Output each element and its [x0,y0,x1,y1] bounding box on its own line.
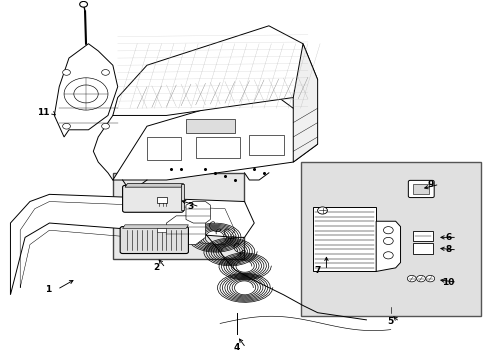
Bar [412,184,428,194]
Text: 11: 11 [37,108,50,117]
Bar [195,137,239,158]
Circle shape [383,252,392,259]
Circle shape [416,275,425,282]
Circle shape [62,69,70,75]
Bar [185,119,234,134]
Circle shape [74,85,98,103]
Polygon shape [166,216,205,244]
Text: 5: 5 [387,317,393,326]
Text: 10: 10 [441,278,453,287]
Circle shape [317,207,327,214]
Bar [249,135,283,155]
Bar [412,231,432,241]
Bar [312,207,375,271]
Circle shape [102,123,109,129]
Circle shape [383,226,392,234]
Bar [147,137,181,160]
Text: 2: 2 [153,264,160,273]
Circle shape [425,275,434,282]
Polygon shape [54,44,118,137]
Bar [157,197,167,203]
Polygon shape [122,225,188,228]
FancyBboxPatch shape [120,226,188,253]
Text: 9: 9 [427,180,433,189]
Polygon shape [293,44,317,162]
Text: 8: 8 [444,246,450,255]
Polygon shape [113,90,317,180]
Text: 7: 7 [314,266,320,275]
Polygon shape [185,202,210,223]
Bar [412,243,432,253]
Circle shape [80,1,87,7]
Circle shape [407,275,415,282]
Circle shape [383,237,392,244]
Bar [113,173,244,259]
FancyBboxPatch shape [122,185,183,212]
Polygon shape [113,26,317,116]
Polygon shape [10,194,254,295]
Text: 3: 3 [187,202,194,211]
Bar [300,162,480,316]
Polygon shape [125,184,183,187]
Circle shape [62,123,70,129]
Circle shape [64,78,108,110]
Text: 6: 6 [444,233,450,242]
Polygon shape [375,221,400,271]
Bar [157,228,166,232]
Text: 1: 1 [45,285,52,294]
FancyBboxPatch shape [407,180,433,198]
Polygon shape [181,184,183,211]
Circle shape [102,69,109,75]
Text: 4: 4 [234,343,240,352]
